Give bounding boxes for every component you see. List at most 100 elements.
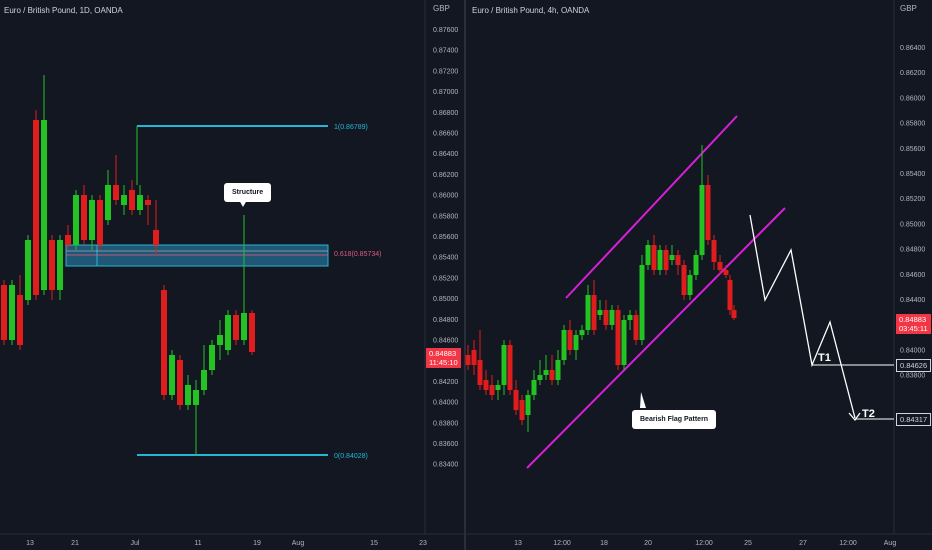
right-candle-body: [663, 250, 669, 270]
right-candle-body: [519, 400, 525, 420]
right-time-tick: 12:00: [695, 540, 713, 547]
left-axis-tick: 0.84000: [433, 400, 458, 407]
left-candle-body: [249, 313, 255, 352]
left-candle-body: [65, 235, 71, 245]
right-time-tick: 12:00: [839, 540, 857, 547]
left-time-tick: 23: [419, 540, 427, 547]
left-candle-body: [177, 360, 183, 405]
left-axis-tick: 0.87400: [433, 48, 458, 55]
left-countdown: 11:45:10: [429, 358, 458, 367]
right-candle-body: [681, 265, 687, 295]
left-axis-tick: 0.85200: [433, 275, 458, 282]
right-time-tick: 20: [644, 540, 652, 547]
left-price-tag: 0.84883 11:45:10: [426, 348, 461, 368]
left-candle-body: [137, 195, 143, 210]
right-time-tick: 25: [744, 540, 752, 547]
right-chart-title: Euro / British Pound, 4h, OANDA: [472, 6, 590, 15]
right-time-tick: 18: [600, 540, 608, 547]
right-time-tick: Aug: [884, 540, 897, 547]
right-axis-tick: 0.85400: [900, 171, 925, 178]
right-candle-body: [471, 350, 477, 365]
right-candle-body: [669, 255, 675, 260]
left-candle-body: [9, 285, 15, 340]
right-axis-tick: 0.84400: [900, 297, 925, 304]
left-candle-body: [145, 200, 151, 205]
t2-price-tag: 0.84317: [896, 413, 932, 426]
left-time-tick: 13: [26, 540, 34, 547]
left-candle-body: [201, 370, 207, 390]
bearish-flag-pointer: [640, 392, 646, 408]
right-candle-body: [513, 390, 519, 410]
left-axis-tick: 0.83400: [433, 462, 458, 469]
right-candle-body: [549, 370, 555, 380]
bearish-flag-callout: Bearish Flag Pattern: [632, 410, 717, 429]
structure-callout: Structure: [224, 183, 272, 202]
right-candle-body: [711, 240, 717, 262]
right-axis-tick: 0.85000: [900, 221, 925, 228]
projection-path: [749, 214, 856, 419]
left-axis-tick: 0.84600: [433, 338, 458, 345]
left-time-tick: 11: [194, 540, 201, 547]
left-candle-body: [225, 315, 231, 350]
right-candle-body: [555, 360, 561, 380]
projection-arrowhead: [848, 412, 861, 422]
left-axis-tick: 0.86600: [433, 131, 458, 138]
left-candle-body: [81, 195, 87, 240]
left-candle-body: [209, 345, 215, 370]
right-candle-body: [651, 245, 657, 270]
right-candle-body: [717, 262, 723, 270]
left-axis-tick: 0.83800: [433, 420, 458, 427]
right-axis-tick: 0.86200: [900, 70, 925, 77]
left-candle-body: [193, 390, 199, 405]
right-axis-tick: 0.86400: [900, 45, 925, 52]
t2-label: T2: [862, 408, 875, 420]
left-candle-body: [129, 190, 135, 210]
right-candle-body: [731, 310, 737, 318]
t1-price-tag: 0.84626: [896, 359, 932, 372]
fib-top-label: 1(0.86789): [334, 124, 368, 131]
channel-lower-line: [526, 207, 786, 469]
left-price-value: 0.84883: [429, 349, 457, 358]
channel-upper-line: [565, 115, 738, 299]
left-axis-tick: 0.86400: [433, 151, 458, 158]
right-candle-body: [501, 345, 507, 385]
right-axis-tick: 0.84800: [900, 247, 925, 254]
right-axis-tick: 0.83800: [900, 373, 925, 380]
left-chart-title: Euro / British Pound, 1D, OANDA: [4, 6, 123, 15]
fib-bottom-label: 0(0.84028): [334, 453, 368, 460]
left-candle-body: [161, 290, 167, 395]
left-axis-tick: 0.87600: [433, 27, 458, 34]
left-candle-body: [17, 295, 23, 345]
left-candle-body: [241, 313, 247, 340]
left-candle-body: [33, 120, 39, 295]
left-axis-tick: 0.86800: [433, 110, 458, 117]
right-countdown: 03:45:11: [899, 324, 928, 333]
left-time-tick: Aug: [292, 540, 305, 547]
right-candle-body: [657, 250, 663, 270]
right-candle-body: [639, 265, 645, 340]
right-candle-body: [699, 185, 705, 255]
left-candle-body: [57, 240, 63, 290]
left-candle-body: [113, 185, 119, 200]
left-candle-body: [73, 195, 79, 245]
right-candle-body: [727, 280, 733, 310]
left-candle-body: [105, 185, 111, 220]
left-candle-body: [121, 195, 127, 205]
left-time-tick: Jul: [131, 540, 140, 547]
left-time-tick: 19: [253, 540, 261, 547]
right-time-tick: 27: [799, 540, 807, 547]
left-axis-tick: 0.85400: [433, 255, 458, 262]
fib-mid-label: 0.618(0.85734): [334, 251, 381, 258]
right-price-tag: 0.84883 03:45:11: [896, 314, 931, 334]
right-candle-body: [609, 310, 615, 325]
left-candle-body: [97, 200, 103, 245]
right-candle-body: [645, 245, 651, 265]
right-candle-body: [483, 380, 489, 390]
right-candle-body: [705, 185, 711, 240]
right-axis-tick: 0.85800: [900, 121, 925, 128]
right-candle-body: [561, 330, 567, 360]
left-candle-body: [1, 285, 7, 340]
right-axis-tick: 0.85600: [900, 146, 925, 153]
left-time-tick: 15: [370, 540, 378, 547]
